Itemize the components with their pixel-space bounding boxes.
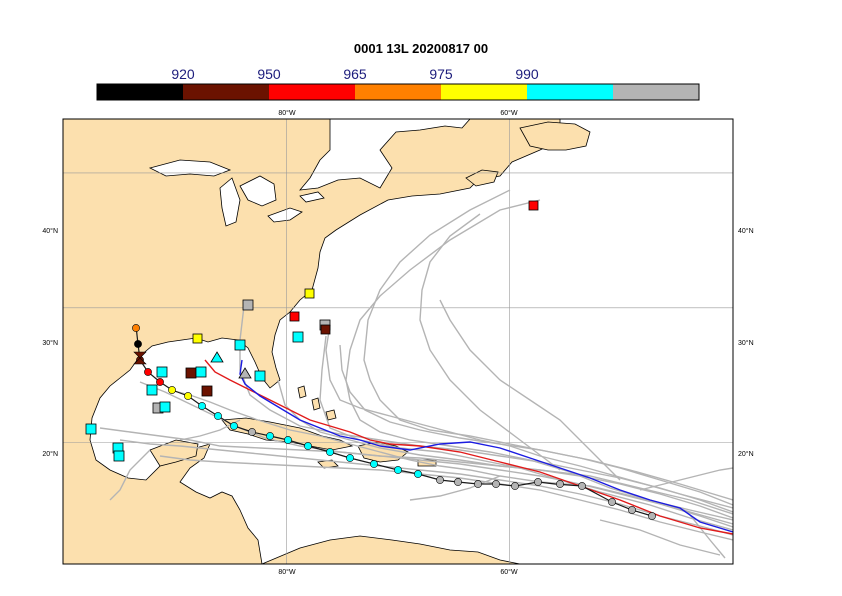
track-point-cyan — [198, 402, 206, 410]
lon-label-bottom: 80°W — [278, 568, 296, 576]
endpoint-square-cyan — [85, 423, 97, 435]
endpoint-square-grey — [242, 299, 254, 311]
endpoint-square-red — [289, 311, 300, 322]
track-point-yellow — [184, 392, 192, 400]
blue-track — [239, 359, 733, 533]
endpoint-triangle-cyan — [210, 351, 224, 363]
endpoint-square-darkred — [185, 367, 197, 379]
track-point-black — [134, 340, 142, 348]
endpoint-square-cyan — [195, 366, 207, 378]
track-point-grey — [556, 480, 564, 488]
track-point-cyan — [414, 470, 422, 478]
endpoint-square-cyan — [113, 450, 125, 462]
landfall-marker — [133, 351, 147, 365]
track-point-grey — [648, 512, 656, 520]
colorbar-label-975: 975 — [429, 66, 453, 82]
axis-labels: 80°W 60°W 80°W 60°W 40°N 30°N 20°N 40°N … — [42, 109, 753, 576]
track-point-orange — [132, 324, 140, 332]
track-point-grey — [474, 480, 482, 488]
lat-label-left: 40°N — [42, 227, 58, 235]
colorbar-label-965: 965 — [343, 66, 367, 82]
endpoint-square-cyan — [159, 401, 171, 413]
track-point-grey — [454, 478, 462, 486]
endpoint-square-red — [528, 200, 539, 211]
track-point-red — [156, 378, 164, 386]
track-point-cyan — [370, 460, 378, 468]
track-point-grey — [628, 506, 636, 514]
red-track — [204, 359, 733, 535]
lat-label-right: 30°N — [738, 339, 754, 347]
colorbar-label-990: 990 — [515, 66, 539, 82]
track-point-yellow — [168, 386, 176, 394]
track-point-cyan — [346, 454, 354, 462]
observed-track-markers — [132, 324, 656, 520]
lat-label-left: 30°N — [42, 339, 58, 347]
track-point-grey — [578, 482, 586, 490]
ensemble-endpoints — [85, 200, 539, 462]
track-point-grey — [511, 482, 519, 490]
colorbar-label-920: 920 — [171, 66, 195, 82]
endpoint-square-cyan — [234, 339, 246, 351]
map-frame — [62, 118, 734, 565]
endpoint-square-cyan — [156, 366, 168, 378]
endpoint-square-cyan — [254, 370, 266, 382]
endpoint-square-darkred — [320, 324, 331, 335]
lat-label-right: 40°N — [738, 227, 754, 235]
lat-label-left: 20°N — [42, 450, 58, 458]
endpoint-square-yellow — [192, 333, 203, 344]
endpoint-square-yellow — [304, 288, 315, 299]
track-point-grey — [608, 498, 616, 506]
track-point-cyan — [284, 436, 292, 444]
endpoint-square-cyan — [292, 331, 304, 343]
figure-title: 0001 13L 20200817 00 — [353, 41, 489, 56]
track-point-red — [144, 368, 152, 376]
track-point-grey — [492, 480, 500, 488]
track-point-cyan — [230, 422, 238, 430]
track-point-grey — [436, 476, 444, 484]
lon-label-top: 80°W — [278, 109, 296, 117]
track-point-grey — [248, 428, 256, 436]
endpoint-square-darkred — [201, 385, 213, 397]
lon-label-top: 60°W — [500, 109, 518, 117]
great-lakes — [148, 159, 325, 227]
track-point-cyan — [304, 442, 312, 450]
endpoint-square-cyan — [146, 384, 158, 396]
lat-label-right: 20°N — [738, 450, 754, 458]
track-point-cyan — [266, 432, 274, 440]
lon-label-bottom: 60°W — [500, 568, 518, 576]
track-point-cyan — [394, 466, 402, 474]
colorbar-label-950: 950 — [257, 66, 281, 82]
track-point-cyan — [214, 412, 222, 420]
track-point-grey — [534, 478, 542, 486]
endpoint-triangle-grey — [238, 367, 252, 379]
track-point-cyan — [326, 448, 334, 456]
